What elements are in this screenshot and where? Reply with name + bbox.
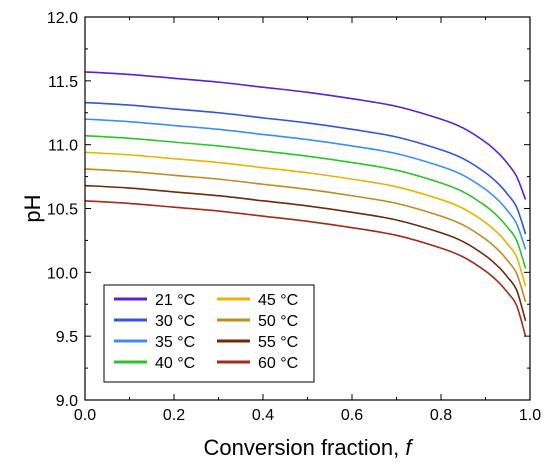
legend-label: 40 °C [155, 355, 195, 372]
x-tick-label: 0.6 [341, 407, 363, 424]
series-line-0 [84, 71, 527, 200]
y-tick-label: 10.0 [47, 265, 78, 282]
legend-label: 50 °C [258, 313, 298, 330]
legend-box [103, 284, 315, 383]
y-axis: 9.0 9.5 10.0 10.5 11.0 11.5 12.0 [47, 10, 530, 410]
legend-label: 55 °C [258, 334, 298, 351]
x-axis-title-text: Conversion fraction, [204, 435, 406, 460]
x-tick-label: 0.4 [252, 407, 274, 424]
series-line-3 [84, 134, 527, 269]
y-axis-title: pH [20, 194, 45, 222]
x-tick-label: 0.0 [74, 407, 96, 424]
x-axis-title: Conversion fraction, f [204, 435, 415, 460]
x-tick-label: 0.8 [430, 407, 452, 424]
y-tick-label: 11.0 [48, 138, 78, 155]
series-line-5 [84, 168, 527, 302]
y-tick-label: 11.5 [48, 74, 78, 91]
y-tick-label: 9.0 [56, 393, 78, 410]
series-line-1 [84, 101, 527, 235]
series-layer [84, 71, 527, 337]
legend-label: 45 °C [258, 292, 298, 309]
series-line-6 [84, 184, 527, 322]
y-tick-label: 9.5 [56, 329, 78, 346]
x-axis: 0.0 0.2 0.4 0.6 0.8 1.0 [74, 17, 541, 424]
y-tick-label: 10.5 [47, 202, 78, 219]
legend-label: 60 °C [258, 355, 298, 372]
legend: 21 °C 30 °C 35 °C 40 °C 45 °C 50 °C 55 °C 60 °C [103, 284, 315, 383]
series-line-2 [84, 118, 527, 250]
series-line-7 [84, 200, 527, 337]
legend-label: 21 °C [155, 292, 195, 309]
y-tick-label: 12.0 [47, 10, 78, 27]
x-tick-label: 1.0 [519, 407, 541, 424]
x-axis-title-variable: f [405, 435, 414, 460]
series-line-4 [84, 151, 527, 287]
legend-label: 35 °C [155, 334, 195, 351]
x-tick-label: 0.2 [163, 407, 185, 424]
legend-label: 30 °C [155, 313, 195, 330]
